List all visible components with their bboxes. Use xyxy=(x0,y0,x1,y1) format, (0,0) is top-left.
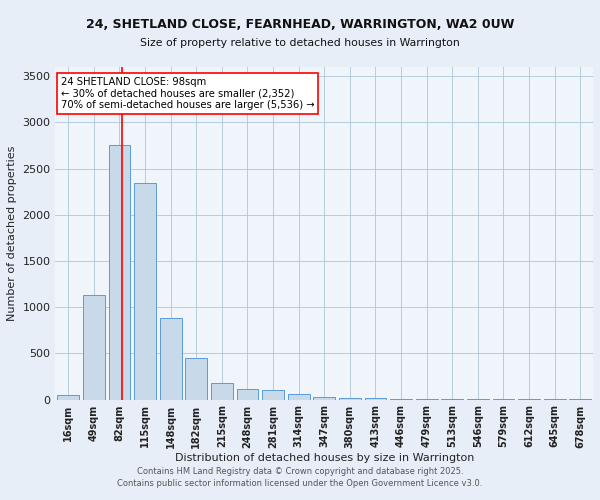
Bar xyxy=(236,390,259,400)
Bar xyxy=(134,184,156,400)
Bar xyxy=(262,390,284,400)
Bar xyxy=(185,358,207,400)
Bar xyxy=(390,399,412,400)
Bar xyxy=(109,144,130,400)
Bar xyxy=(83,295,105,400)
Bar xyxy=(58,395,79,400)
Text: Contains HM Land Registry data © Crown copyright and database right 2025.
Contai: Contains HM Land Registry data © Crown c… xyxy=(118,466,482,487)
Bar xyxy=(160,318,182,400)
Bar xyxy=(211,384,233,400)
Bar xyxy=(339,398,361,400)
Text: 24, SHETLAND CLOSE, FEARNHEAD, WARRINGTON, WA2 0UW: 24, SHETLAND CLOSE, FEARNHEAD, WARRINGTO… xyxy=(86,18,514,30)
Bar xyxy=(313,396,335,400)
Bar xyxy=(288,394,310,400)
Text: 24 SHETLAND CLOSE: 98sqm
← 30% of detached houses are smaller (2,352)
70% of sem: 24 SHETLAND CLOSE: 98sqm ← 30% of detach… xyxy=(61,77,314,110)
Y-axis label: Number of detached properties: Number of detached properties xyxy=(7,146,17,321)
Text: Size of property relative to detached houses in Warrington: Size of property relative to detached ho… xyxy=(140,38,460,48)
X-axis label: Distribution of detached houses by size in Warrington: Distribution of detached houses by size … xyxy=(175,453,474,463)
Bar xyxy=(365,398,386,400)
